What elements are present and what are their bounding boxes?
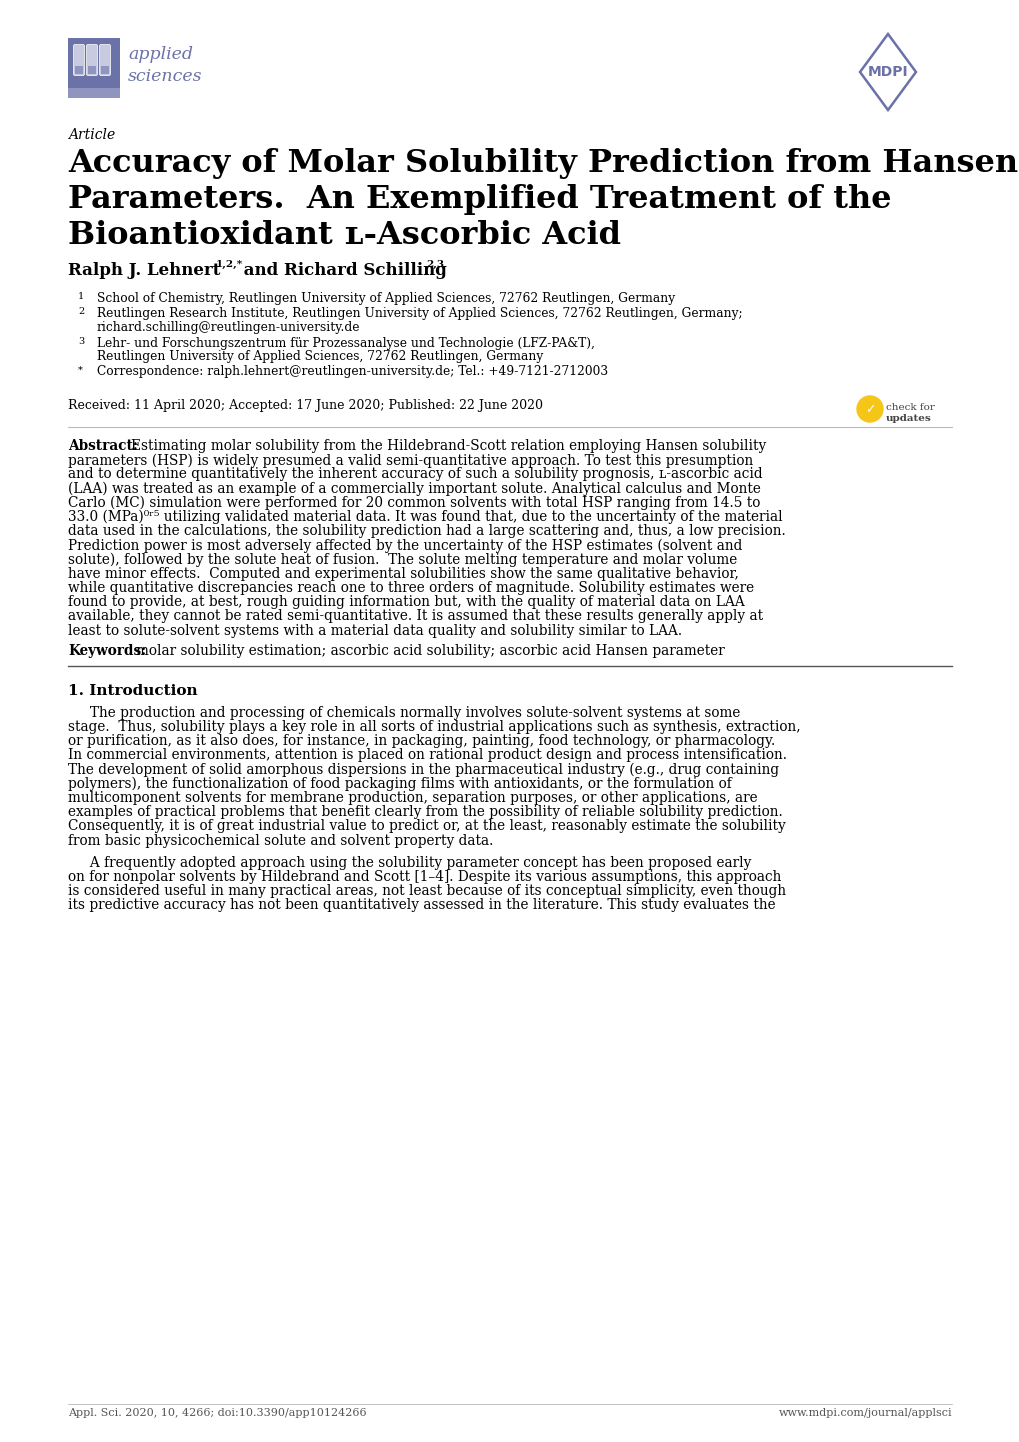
FancyBboxPatch shape xyxy=(68,88,120,98)
Text: check for: check for xyxy=(886,402,934,412)
Text: 3: 3 xyxy=(77,336,85,346)
Text: Parameters.  An Exemplified Treatment of the: Parameters. An Exemplified Treatment of … xyxy=(68,185,891,215)
Text: 1: 1 xyxy=(77,291,85,301)
FancyBboxPatch shape xyxy=(100,45,110,75)
Text: least to solute-solvent systems with a material data quality and solubility simi: least to solute-solvent systems with a m… xyxy=(68,623,682,637)
Text: The production and processing of chemicals normally involves solute-solvent syst: The production and processing of chemica… xyxy=(68,705,740,720)
Text: multicomponent solvents for membrane production, separation purposes, or other a: multicomponent solvents for membrane pro… xyxy=(68,792,757,805)
Text: richard.schilling@reutlingen-university.de: richard.schilling@reutlingen-university.… xyxy=(97,322,360,335)
Text: Correspondence: ralph.lehnert@reutlingen-university.de; Tel.: +49-7121-2712003: Correspondence: ralph.lehnert@reutlingen… xyxy=(97,365,607,378)
Text: Lehr- und Forschungszentrum für Prozessanalyse und Technologie (LFZ-PA&T),: Lehr- und Forschungszentrum für Prozessa… xyxy=(97,336,594,349)
Text: School of Chemistry, Reutlingen University of Applied Sciences, 72762 Reutlingen: School of Chemistry, Reutlingen Universi… xyxy=(97,291,675,306)
Text: Carlo (MC) simulation were performed for 20 common solvents with total HSP rangi: Carlo (MC) simulation were performed for… xyxy=(68,496,759,510)
Text: solute), followed by the solute heat of fusion.  The solute melting temperature : solute), followed by the solute heat of … xyxy=(68,552,737,567)
Text: A frequently adopted approach using the solubility parameter concept has been pr: A frequently adopted approach using the … xyxy=(68,855,751,870)
Text: Bioantioxidant ʟ-Ascorbic Acid: Bioantioxidant ʟ-Ascorbic Acid xyxy=(68,221,621,251)
Text: is considered useful in many practical areas, not least because of its conceptua: is considered useful in many practical a… xyxy=(68,884,786,898)
Circle shape xyxy=(856,397,882,423)
FancyBboxPatch shape xyxy=(88,66,96,74)
Text: MDPI: MDPI xyxy=(867,65,908,79)
FancyBboxPatch shape xyxy=(75,66,83,74)
Text: while quantitative discrepancies reach one to three orders of magnitude. Solubil: while quantitative discrepancies reach o… xyxy=(68,581,753,596)
Text: Consequently, it is of great industrial value to predict or, at the least, reaso: Consequently, it is of great industrial … xyxy=(68,819,785,833)
Text: its predictive accuracy has not been quantitatively assessed in the literature. : its predictive accuracy has not been qua… xyxy=(68,898,774,913)
Text: (LAA) was treated as an example of a commercially important solute. Analytical c: (LAA) was treated as an example of a com… xyxy=(68,482,760,496)
FancyBboxPatch shape xyxy=(73,45,85,75)
Text: In commercial environments, attention is placed on rational product design and p: In commercial environments, attention is… xyxy=(68,748,787,763)
Text: Reutlingen Research Institute, Reutlingen University of Applied Sciences, 72762 : Reutlingen Research Institute, Reutlinge… xyxy=(97,307,742,320)
Text: Ralph J. Lehnert: Ralph J. Lehnert xyxy=(68,262,220,278)
Text: found to provide, at best, rough guiding information but, with the quality of ma: found to provide, at best, rough guiding… xyxy=(68,596,744,609)
Text: stage.  Thus, solubility plays a key role in all sorts of industrial application: stage. Thus, solubility plays a key role… xyxy=(68,720,800,734)
Text: Estimating molar solubility from the Hildebrand-Scott relation employing Hansen : Estimating molar solubility from the Hil… xyxy=(130,438,765,453)
Text: 1. Introduction: 1. Introduction xyxy=(68,684,198,698)
Text: polymers), the functionalization of food packaging films with antioxidants, or t: polymers), the functionalization of food… xyxy=(68,777,731,792)
Text: Appl. Sci. 2020, 10, 4266; doi:10.3390/app10124266: Appl. Sci. 2020, 10, 4266; doi:10.3390/a… xyxy=(68,1407,366,1417)
Text: The development of solid amorphous dispersions in the pharmaceutical industry (e: The development of solid amorphous dispe… xyxy=(68,763,779,777)
Text: 2: 2 xyxy=(77,307,85,316)
FancyBboxPatch shape xyxy=(87,45,98,75)
Text: and to determine quantitatively the inherent accuracy of such a solubility progn: and to determine quantitatively the inhe… xyxy=(68,467,762,482)
Text: or purification, as it also does, for instance, in packaging, painting, food tec: or purification, as it also does, for in… xyxy=(68,734,774,748)
Text: Reutlingen University of Applied Sciences, 72762 Reutlingen, Germany: Reutlingen University of Applied Science… xyxy=(97,350,543,363)
FancyBboxPatch shape xyxy=(68,37,120,98)
Text: updates: updates xyxy=(886,414,930,423)
Text: from basic physicochemical solute and solvent property data.: from basic physicochemical solute and so… xyxy=(68,833,493,848)
Text: www.mdpi.com/journal/applsci: www.mdpi.com/journal/applsci xyxy=(777,1407,951,1417)
Polygon shape xyxy=(859,35,915,110)
Text: and Richard Schilling: and Richard Schilling xyxy=(237,262,446,278)
Text: Received: 11 April 2020; Accepted: 17 June 2020; Published: 22 June 2020: Received: 11 April 2020; Accepted: 17 Ju… xyxy=(68,399,542,412)
Text: available, they cannot be rated semi-quantitative. It is assumed that these resu: available, they cannot be rated semi-qua… xyxy=(68,610,762,623)
Text: applied: applied xyxy=(127,46,193,63)
FancyBboxPatch shape xyxy=(101,66,109,74)
Text: 1,2,*: 1,2,* xyxy=(216,260,243,270)
Text: data used in the calculations, the solubility prediction had a large scattering : data used in the calculations, the solub… xyxy=(68,525,785,538)
Text: on for nonpolar solvents by Hildebrand and Scott [1–4]. Despite its various assu: on for nonpolar solvents by Hildebrand a… xyxy=(68,870,781,884)
Text: Keywords:: Keywords: xyxy=(68,643,146,658)
Text: *: * xyxy=(77,365,83,375)
Text: 2,3: 2,3 xyxy=(426,260,443,270)
Text: molar solubility estimation; ascorbic acid solubility; ascorbic acid Hansen para: molar solubility estimation; ascorbic ac… xyxy=(136,643,725,658)
Text: Accuracy of Molar Solubility Prediction from Hansen: Accuracy of Molar Solubility Prediction … xyxy=(68,149,1017,179)
Text: Article: Article xyxy=(68,128,115,141)
Text: sciences: sciences xyxy=(127,68,203,85)
Text: Abstract:: Abstract: xyxy=(68,438,138,453)
Text: 33.0 (MPa)⁰ʳ⁵ utilizing validated material data. It was found that, due to the u: 33.0 (MPa)⁰ʳ⁵ utilizing validated materi… xyxy=(68,510,782,525)
Text: have minor effects.  Computed and experimental solubilities show the same qualit: have minor effects. Computed and experim… xyxy=(68,567,738,581)
Text: Prediction power is most adversely affected by the uncertainty of the HSP estima: Prediction power is most adversely affec… xyxy=(68,538,742,552)
Text: ✓: ✓ xyxy=(864,404,874,417)
Text: examples of practical problems that benefit clearly from the possibility of reli: examples of practical problems that bene… xyxy=(68,805,782,819)
Text: parameters (HSP) is widely presumed a valid semi-quantitative approach. To test : parameters (HSP) is widely presumed a va… xyxy=(68,453,752,467)
